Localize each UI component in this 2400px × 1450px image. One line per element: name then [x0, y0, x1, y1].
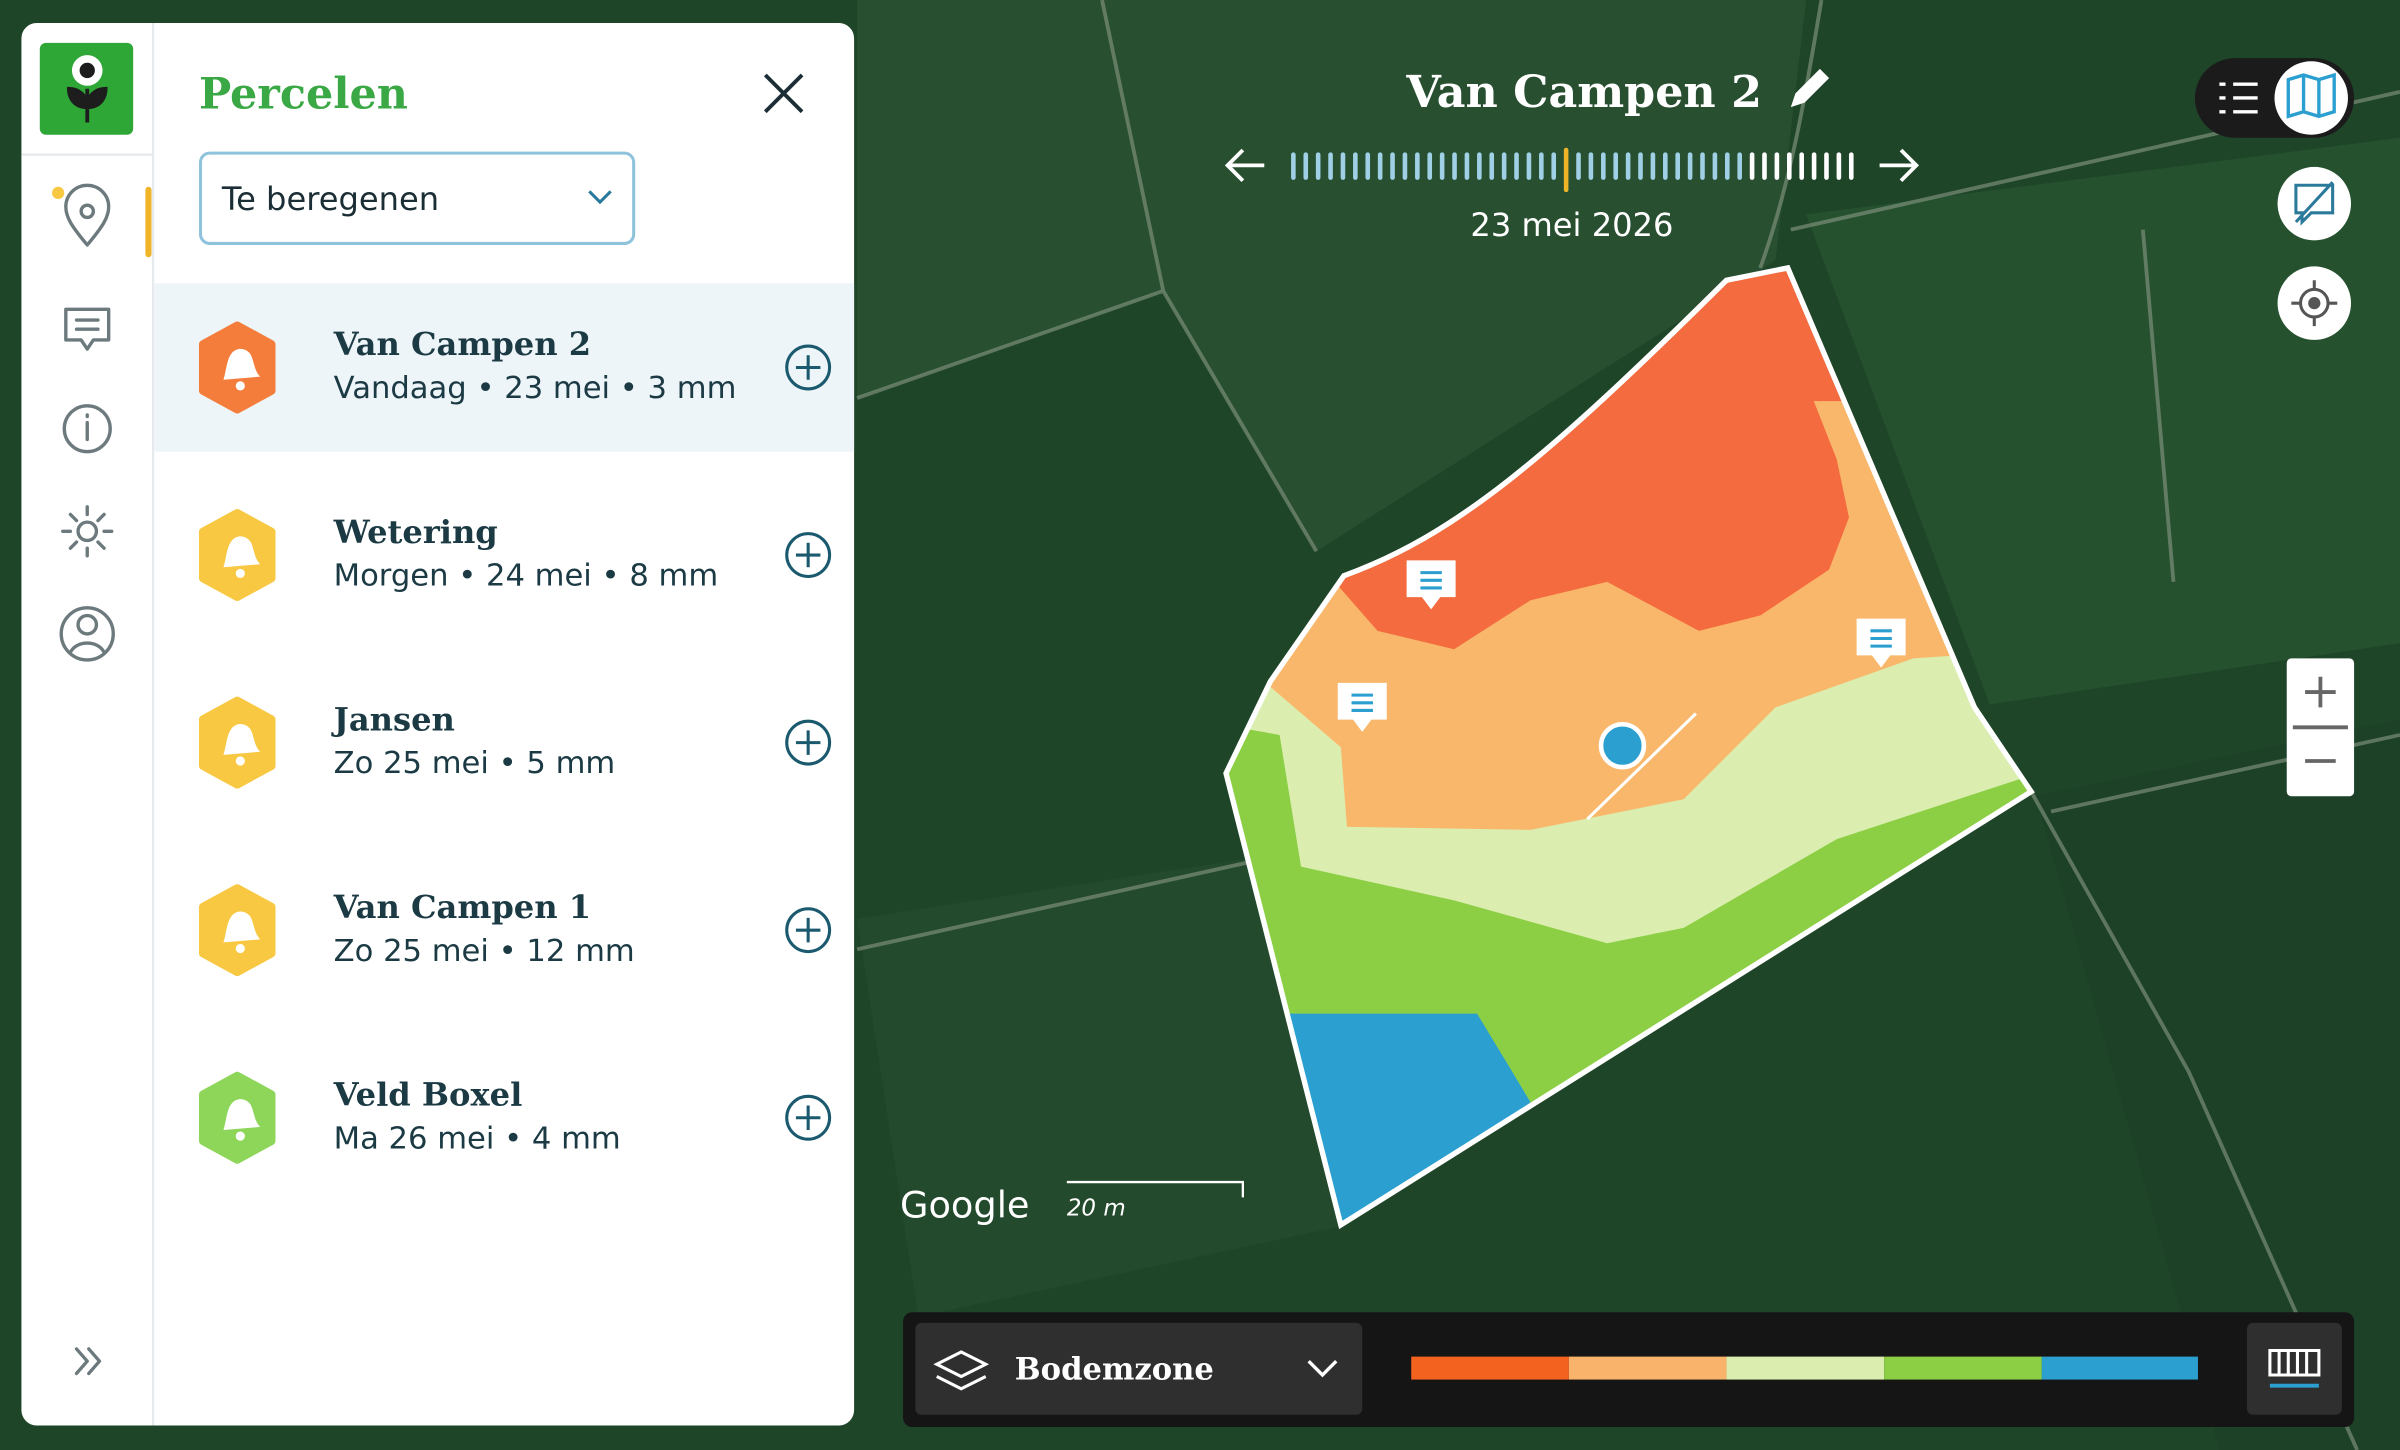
- add-button[interactable]: [785, 532, 832, 579]
- nav-account[interactable]: [59, 606, 115, 662]
- close-button[interactable]: [763, 73, 804, 114]
- add-plus: [795, 542, 821, 568]
- field-detail: Zo 25 mei • 5 mm: [334, 746, 616, 781]
- bell: [223, 348, 261, 380]
- add-button[interactable]: [785, 719, 832, 766]
- scale-bar: [1066, 1180, 1245, 1198]
- map-date: 23 mei 2026: [1470, 206, 1673, 244]
- add-button[interactable]: [785, 907, 832, 954]
- next-arrow[interactable]: [1879, 148, 1920, 183]
- timeline[interactable]: [1291, 147, 1854, 193]
- add-button[interactable]: [785, 344, 832, 391]
- nav-settings[interactable]: [61, 505, 114, 558]
- scale-label: 20 m: [1067, 1196, 1126, 1222]
- bell: [223, 911, 261, 943]
- field-name: Jansen: [331, 700, 455, 738]
- bell-clapper: [235, 568, 245, 579]
- bell-clapper: [235, 381, 245, 391]
- map-title: Van Campen 2: [1405, 66, 1762, 118]
- field-detail: Morgen • 24 mei • 8 mm: [334, 559, 718, 594]
- field-detail: Ma 26 mei • 4 mm: [334, 1121, 621, 1156]
- panel-title: Percelen: [199, 70, 408, 120]
- filter-select[interactable]: [198, 151, 636, 245]
- field-name: Van Campen 1: [333, 888, 591, 926]
- nav-fields[interactable]: [64, 183, 111, 247]
- field-name: Van Campen 2: [333, 325, 591, 363]
- field-detail: Vandaag • 23 mei • 3 mm: [334, 371, 737, 406]
- bell-clapper: [235, 756, 245, 766]
- notes[interactable]: [1337, 560, 1906, 732]
- field-name: Wetering: [333, 513, 498, 551]
- add-plus: [795, 730, 821, 755]
- field-name: Veld Boxel: [333, 1075, 523, 1113]
- zone-legend: [1411, 1356, 2198, 1380]
- nav-notes[interactable]: [64, 307, 111, 351]
- map-parcel: [2035, 719, 2400, 1450]
- map-parcel: [857, 857, 1347, 1317]
- nav-info[interactable]: [62, 404, 112, 454]
- field-row[interactable]: Wetering Morgen • 24 mei • 8 mm: [198, 509, 832, 601]
- bell: [223, 723, 261, 755]
- field-outline: [1223, 264, 2035, 1230]
- bell-clapper: [235, 1131, 245, 1141]
- prev-arrow[interactable]: [1224, 148, 1265, 183]
- map-parcel: [857, 0, 1807, 552]
- field-row[interactable]: Jansen Zo 25 mei • 5 mm: [198, 696, 832, 789]
- sidebar: Percelen Te beregenen Van Campen 2 Vandaa…: [21, 22, 855, 1426]
- add-plus: [795, 355, 821, 380]
- legend-button[interactable]: [2246, 1322, 2342, 1415]
- bell: [223, 536, 261, 568]
- bell: [223, 1099, 261, 1130]
- add-plus: [795, 1105, 821, 1130]
- field-row[interactable]: Van Campen 1 Zo 25 mei • 12 mm: [198, 884, 832, 977]
- edit-icon[interactable]: [1790, 68, 1830, 108]
- map-view-button[interactable]: [2274, 61, 2348, 135]
- location-dot: [1598, 721, 1647, 770]
- map-attribution: Google: [900, 1183, 1030, 1226]
- add-button[interactable]: [785, 1094, 832, 1141]
- field-row[interactable]: Van Campen 2 Vandaag • 23 mei • 3 mm: [154, 283, 855, 452]
- map-parcel: [1806, 137, 2400, 705]
- list-icon[interactable]: [2219, 82, 2258, 114]
- expand-button[interactable]: [74, 1347, 102, 1376]
- add-plus: [795, 917, 821, 943]
- filter-value: Te beregenen: [221, 180, 439, 218]
- field-detail: Zo 25 mei • 12 mm: [334, 934, 635, 969]
- layer-select[interactable]: [915, 1322, 1363, 1415]
- field-list: Van Campen 2 Vandaag • 23 mei • 3 mm Weter…: [154, 283, 855, 1164]
- bell-clapper: [235, 943, 245, 954]
- field-row[interactable]: Veld Boxel Ma 26 mei • 4 mm: [198, 1071, 832, 1164]
- measure-line: [1586, 712, 1697, 821]
- layer-name: Bodemzone: [1015, 1352, 1214, 1388]
